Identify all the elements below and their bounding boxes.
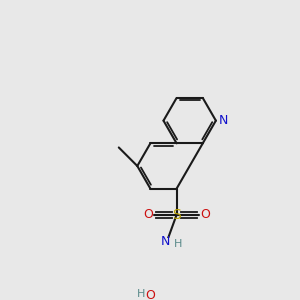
Text: N: N	[219, 114, 229, 127]
Text: O: O	[200, 208, 210, 221]
Text: O: O	[145, 289, 155, 300]
Text: H: H	[136, 289, 145, 298]
Text: H: H	[174, 239, 182, 249]
Text: O: O	[143, 208, 153, 221]
Text: S: S	[172, 208, 181, 222]
Text: N: N	[160, 236, 170, 248]
